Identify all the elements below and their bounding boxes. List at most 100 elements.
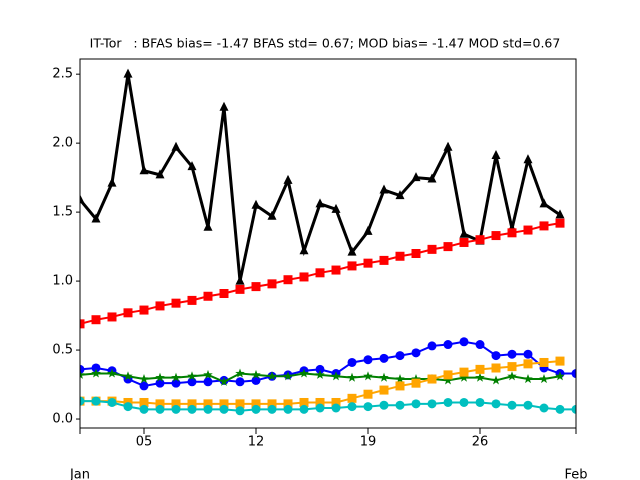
marker <box>347 261 357 271</box>
marker <box>203 377 213 387</box>
marker <box>395 381 405 391</box>
marker <box>443 370 453 380</box>
x-tick-label: 26 <box>472 435 489 450</box>
marker <box>491 363 501 373</box>
marker <box>315 364 325 374</box>
marker <box>507 362 517 372</box>
marker <box>363 355 373 365</box>
marker <box>267 399 277 409</box>
marker <box>91 396 101 406</box>
marker <box>427 374 437 384</box>
marker <box>203 221 213 231</box>
marker <box>427 341 437 351</box>
marker <box>523 400 533 410</box>
plot-frame <box>79 58 577 429</box>
marker <box>91 315 101 325</box>
marker <box>187 371 197 381</box>
marker <box>379 372 389 382</box>
marker <box>203 291 213 301</box>
marker <box>171 372 181 382</box>
marker <box>251 404 261 414</box>
y-tick-label: 0.0 <box>52 412 73 427</box>
marker <box>459 397 469 407</box>
marker <box>299 272 309 282</box>
marker <box>123 308 133 318</box>
marker <box>459 237 469 247</box>
marker <box>363 371 373 381</box>
marker <box>443 141 453 151</box>
marker <box>267 279 277 289</box>
y-tick-label: 1.5 <box>52 205 73 220</box>
marker <box>411 249 421 259</box>
marker <box>219 399 229 409</box>
marker <box>203 369 213 379</box>
marker <box>347 372 357 382</box>
marker <box>107 312 117 322</box>
marker <box>315 268 325 278</box>
marker <box>299 368 309 378</box>
marker <box>80 369 85 379</box>
marker <box>139 374 149 384</box>
marker <box>347 393 357 403</box>
marker <box>251 369 261 379</box>
marker <box>299 404 309 414</box>
marker <box>507 371 517 381</box>
marker <box>475 235 485 245</box>
y-tick-label: 0.5 <box>52 343 73 358</box>
marker <box>395 351 405 361</box>
marker <box>171 378 181 388</box>
marker <box>331 403 341 413</box>
marker <box>347 357 357 367</box>
marker <box>523 349 533 359</box>
marker <box>251 282 261 292</box>
marker <box>379 353 389 363</box>
marker <box>491 375 501 385</box>
marker <box>507 228 517 238</box>
marker <box>203 404 213 414</box>
marker <box>283 174 293 184</box>
marker <box>331 265 341 275</box>
marker <box>219 289 229 299</box>
marker <box>379 385 389 395</box>
marker <box>491 231 501 241</box>
marker <box>347 246 357 256</box>
marker <box>219 404 229 414</box>
x-tick-label: 12 <box>248 435 265 450</box>
marker <box>539 374 549 384</box>
marker <box>171 141 181 151</box>
marker <box>555 218 565 228</box>
x-month-label: Jan <box>69 468 90 480</box>
marker <box>107 177 117 187</box>
marker <box>539 403 549 413</box>
marker <box>91 368 101 378</box>
marker <box>411 399 421 409</box>
marker <box>251 199 261 209</box>
marker <box>315 403 325 413</box>
marker <box>283 275 293 285</box>
marker <box>443 375 453 385</box>
marker <box>203 399 213 409</box>
marker <box>379 400 389 410</box>
marker <box>155 378 165 388</box>
marker <box>523 359 533 369</box>
marker <box>555 209 565 219</box>
marker <box>155 372 165 382</box>
marker <box>411 374 421 384</box>
marker <box>459 367 469 377</box>
marker <box>283 371 293 381</box>
marker <box>267 371 277 381</box>
marker <box>363 402 373 412</box>
marker <box>235 399 245 409</box>
marker <box>459 372 469 382</box>
marker <box>299 397 309 407</box>
marker <box>363 389 373 399</box>
marker <box>235 406 245 416</box>
marker <box>539 221 549 231</box>
marker <box>363 258 373 268</box>
marker <box>555 404 565 414</box>
marker <box>571 369 576 379</box>
marker <box>395 400 405 410</box>
marker <box>283 399 293 409</box>
marker <box>219 376 229 386</box>
